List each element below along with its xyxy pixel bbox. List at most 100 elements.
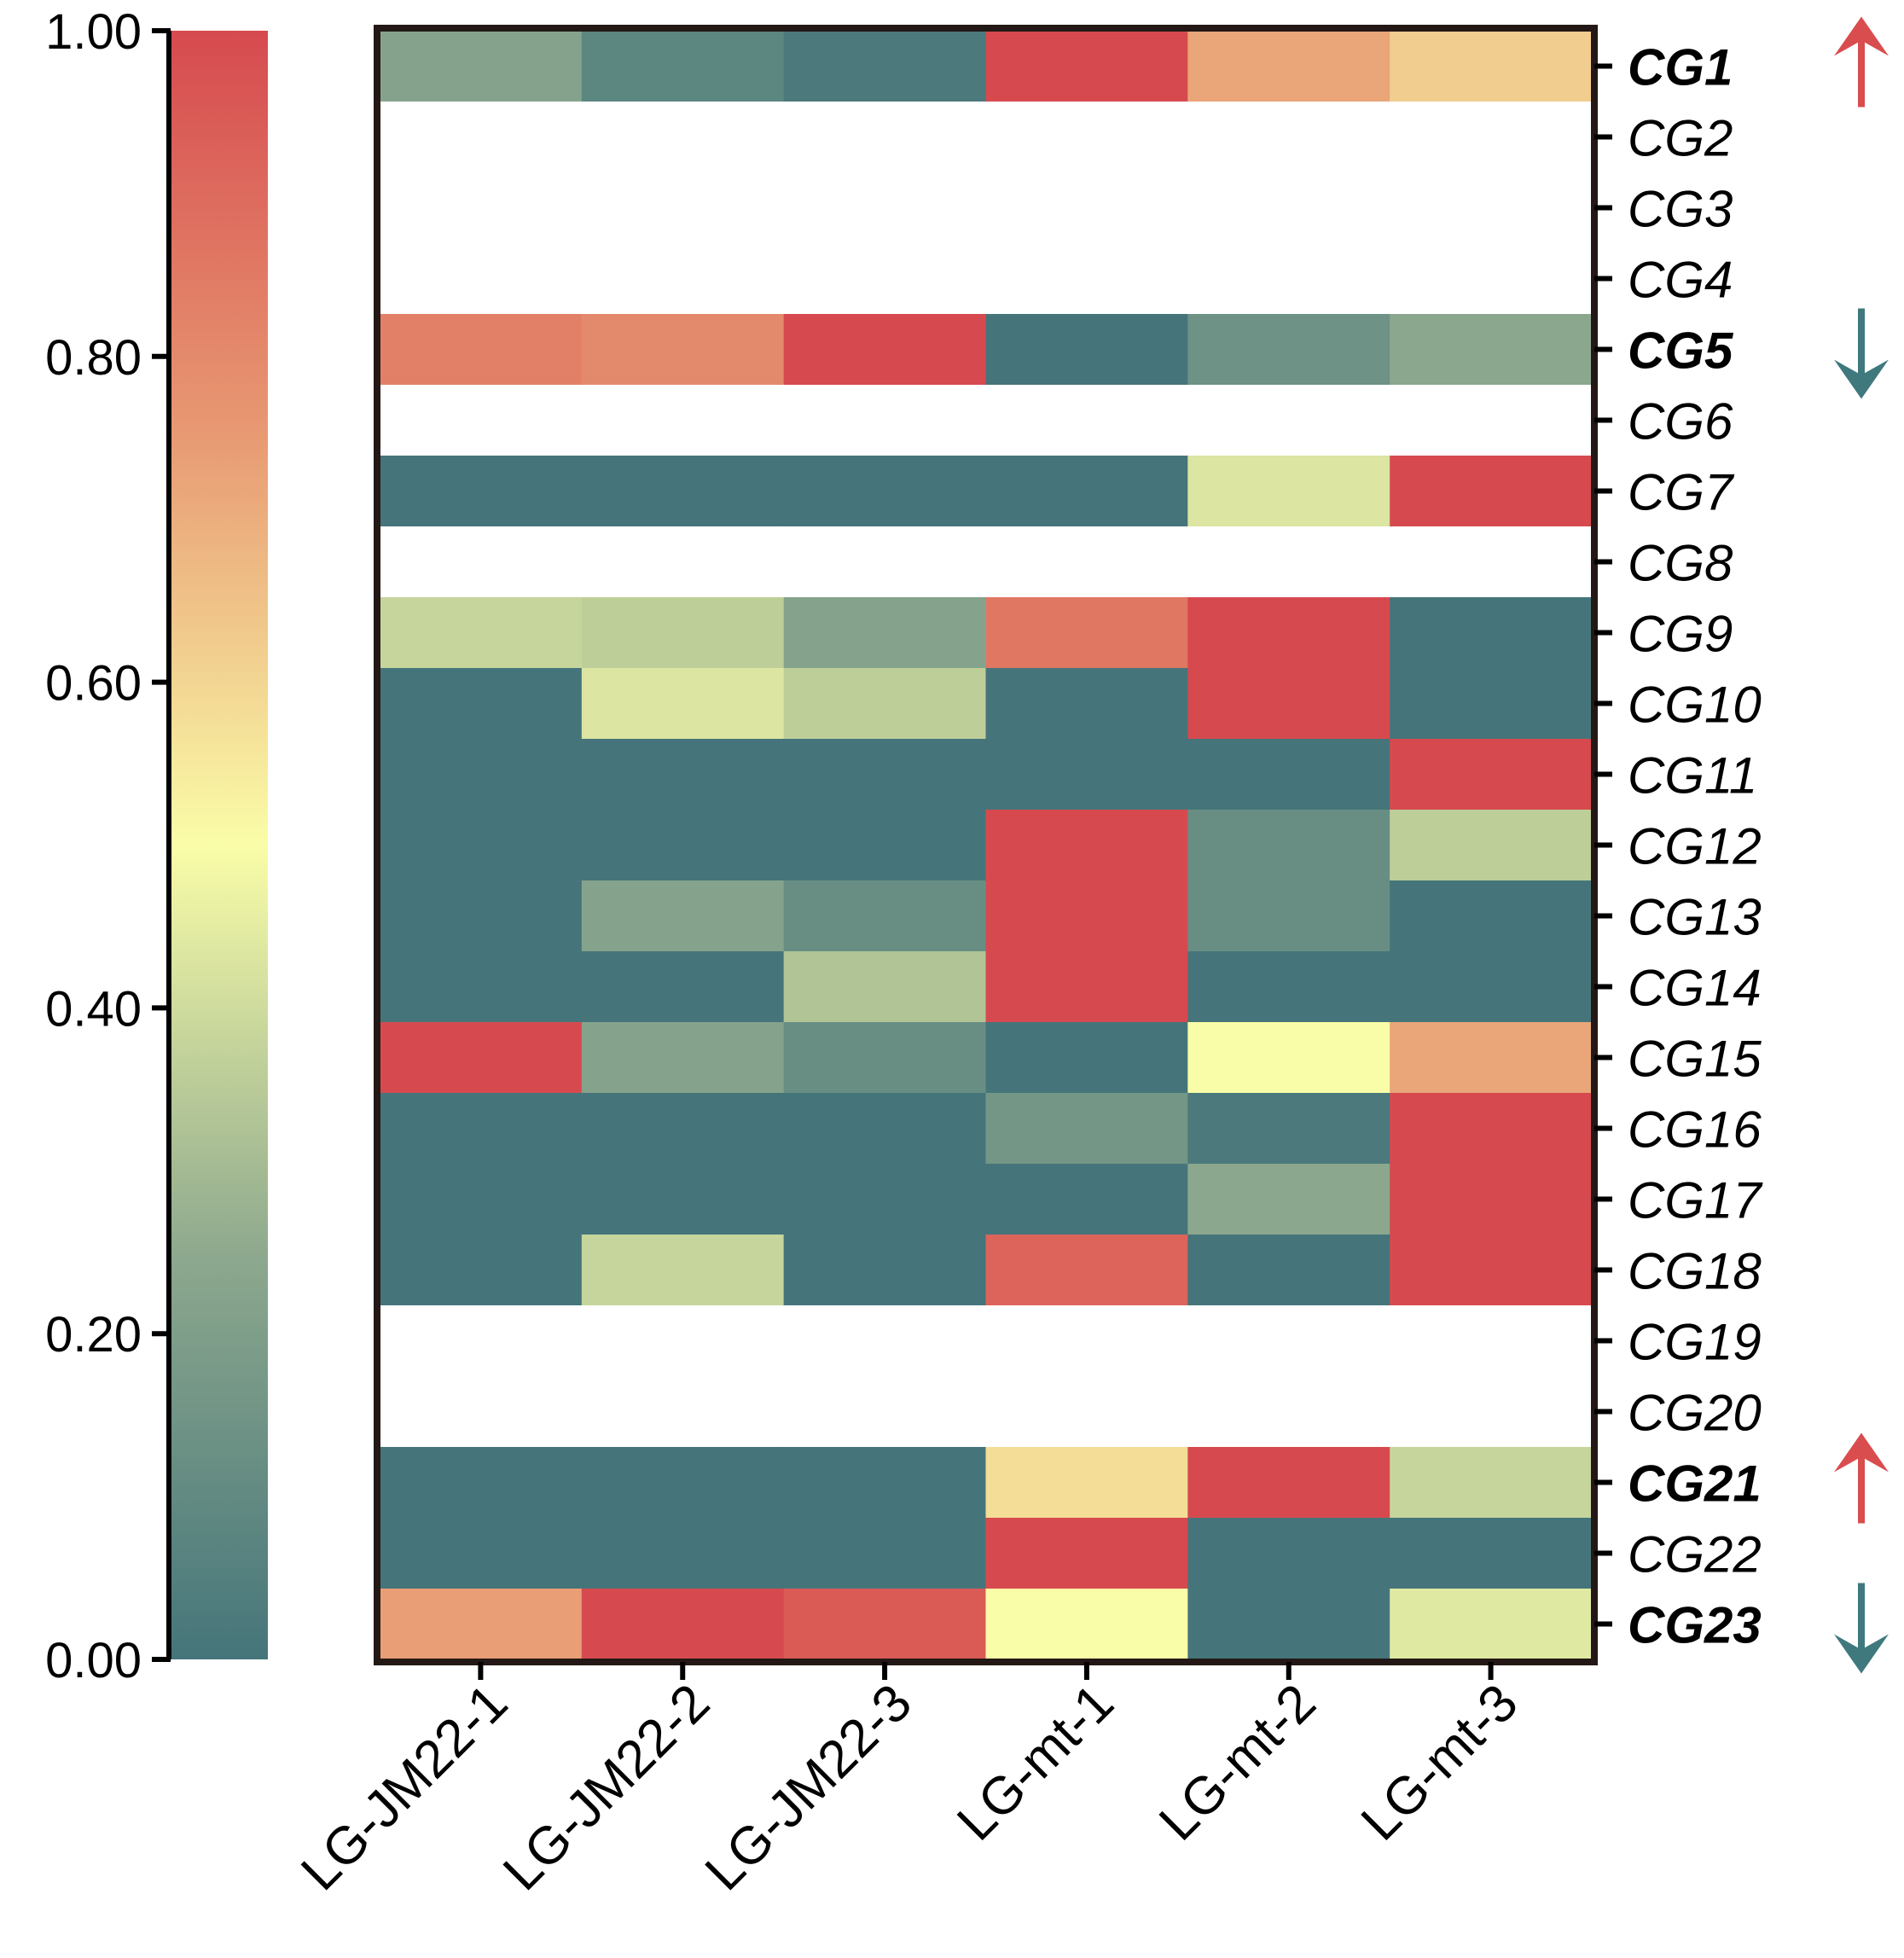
colorbar-gradient — [171, 31, 268, 1659]
heatmap-cell — [1390, 102, 1593, 173]
heatmap-cell — [783, 1093, 987, 1165]
arrow-down-icon — [1834, 1583, 1889, 1674]
heatmap-cell — [783, 1164, 987, 1235]
heatmap-cell — [581, 1589, 785, 1660]
heatmap-cell — [1390, 243, 1593, 315]
heatmap-cell — [1187, 1376, 1390, 1448]
row-label: CG16 — [1628, 1101, 1762, 1159]
trend-arrows — [1834, 16, 1889, 1674]
heatmap-cell — [1187, 172, 1390, 244]
heatmap-cell — [985, 1093, 1188, 1165]
colorbar-tick-label: 0.00 — [45, 1633, 142, 1688]
heatmap-cell — [1390, 172, 1593, 244]
heatmap-cell — [581, 668, 785, 740]
column-axis: LG-JM22-1LG-JM22-2LG-JM22-3 LG-mt-1 LG-mt-… — [290, 1662, 1529, 1902]
row-label: CG14 — [1628, 960, 1762, 1017]
heatmap-cell — [380, 597, 583, 669]
heatmap-cell — [985, 172, 1188, 244]
heatmap-cell — [581, 243, 785, 315]
heatmap-cell — [1187, 1589, 1390, 1660]
row-label: CG22 — [1628, 1526, 1762, 1583]
heatmap-cell — [783, 1305, 987, 1377]
heatmap-cell — [380, 1447, 583, 1519]
heatmap-cell — [1187, 1235, 1390, 1306]
heatmap-cell — [1187, 102, 1390, 173]
heatmap-cell — [985, 1589, 1188, 1660]
heatmap-cell — [1187, 314, 1390, 386]
heatmap-cell — [783, 102, 987, 173]
heatmap-cell — [783, 1589, 987, 1660]
heatmap-cell — [985, 102, 1188, 173]
heatmap-cell — [985, 385, 1188, 456]
heatmap-cell — [581, 739, 785, 811]
heatmap-cell — [581, 597, 785, 669]
arrow-up-icon — [1834, 1432, 1889, 1524]
row-label: CG9 — [1628, 606, 1733, 663]
heatmap-cell — [380, 526, 583, 598]
heatmap-cell — [783, 526, 987, 598]
heatmap-cell — [985, 739, 1188, 811]
colorbar-tick-label: 1.00 — [45, 4, 142, 60]
heatmap-cell — [985, 1305, 1188, 1377]
heatmap-cell — [380, 1235, 583, 1306]
heatmap-cell — [1390, 31, 1593, 102]
row-axis: CG1 CG2 CG3 CG4 CG5 CG6 CG7 CG8 CG9 CG10 CG11 CG12 C… — [1594, 39, 1763, 1654]
heatmap-cell — [783, 1518, 987, 1589]
heatmap-cell — [380, 739, 583, 811]
heatmap-cell — [380, 1164, 583, 1235]
row-label: CG19 — [1628, 1314, 1762, 1371]
heatmap-cell — [1187, 456, 1390, 527]
heatmap-cell — [985, 1447, 1188, 1519]
heatmap-cell — [581, 526, 785, 598]
heatmap-cell — [783, 314, 987, 386]
arrow-down-icon — [1834, 308, 1889, 399]
heatmap-cell — [380, 456, 583, 527]
heatmap-cell — [783, 172, 987, 244]
heatmap-cell — [1187, 526, 1390, 598]
heatmap-cell — [783, 880, 987, 952]
heatmap-cell — [380, 951, 583, 1023]
heatmap-cell — [1390, 1305, 1593, 1377]
heatmap-cell — [581, 385, 785, 456]
heatmap-cell — [783, 1235, 987, 1306]
row-label: CG4 — [1628, 252, 1733, 309]
heatmap-cell — [783, 951, 987, 1023]
heatmap-cell — [783, 810, 987, 881]
heatmap-cell — [783, 1447, 987, 1519]
heatmap-cell — [1187, 880, 1390, 952]
row-label: CG10 — [1628, 677, 1762, 734]
heatmap-cell — [783, 456, 987, 527]
row-label: CG5 — [1628, 322, 1734, 380]
heatmap-cell — [380, 1305, 583, 1377]
row-label: CG18 — [1628, 1243, 1762, 1300]
heatmap-cell — [1187, 31, 1390, 102]
arrow-up-icon — [1834, 16, 1889, 107]
row-label: CG12 — [1628, 818, 1762, 875]
heatmap-cell — [380, 1518, 583, 1589]
row-label: CG8 — [1628, 535, 1733, 592]
row-label: CG1 — [1628, 39, 1733, 96]
heatmap-cell — [985, 1518, 1188, 1589]
heatmap-cell — [1390, 456, 1593, 527]
heatmap-cell — [1187, 951, 1390, 1023]
heatmap-cell — [1390, 526, 1593, 598]
heatmap-cell — [985, 1022, 1188, 1094]
heatmap-cell — [1390, 1447, 1593, 1519]
row-label: CG3 — [1628, 181, 1733, 238]
heatmap-cell — [581, 1022, 785, 1094]
heatmap-cell — [1390, 880, 1593, 952]
heatmap-cell — [783, 597, 987, 669]
heatmap-cell — [985, 243, 1188, 315]
heatmap-cell — [581, 172, 785, 244]
heatmap-cell — [985, 597, 1188, 669]
column-label: LG-JM22-3 — [694, 1673, 923, 1902]
heatmap-cell — [1390, 1235, 1593, 1306]
heatmap-cell — [380, 102, 583, 173]
heatmap-cells — [380, 31, 1593, 1660]
heatmap-cell — [1187, 668, 1390, 740]
heatmap-cell — [985, 668, 1188, 740]
heatmap-cell — [1390, 1518, 1593, 1589]
heatmap-cell — [380, 810, 583, 881]
colorbar: 0.00 0.20 0.40 0.60 0.80 1.00 — [45, 4, 268, 1688]
